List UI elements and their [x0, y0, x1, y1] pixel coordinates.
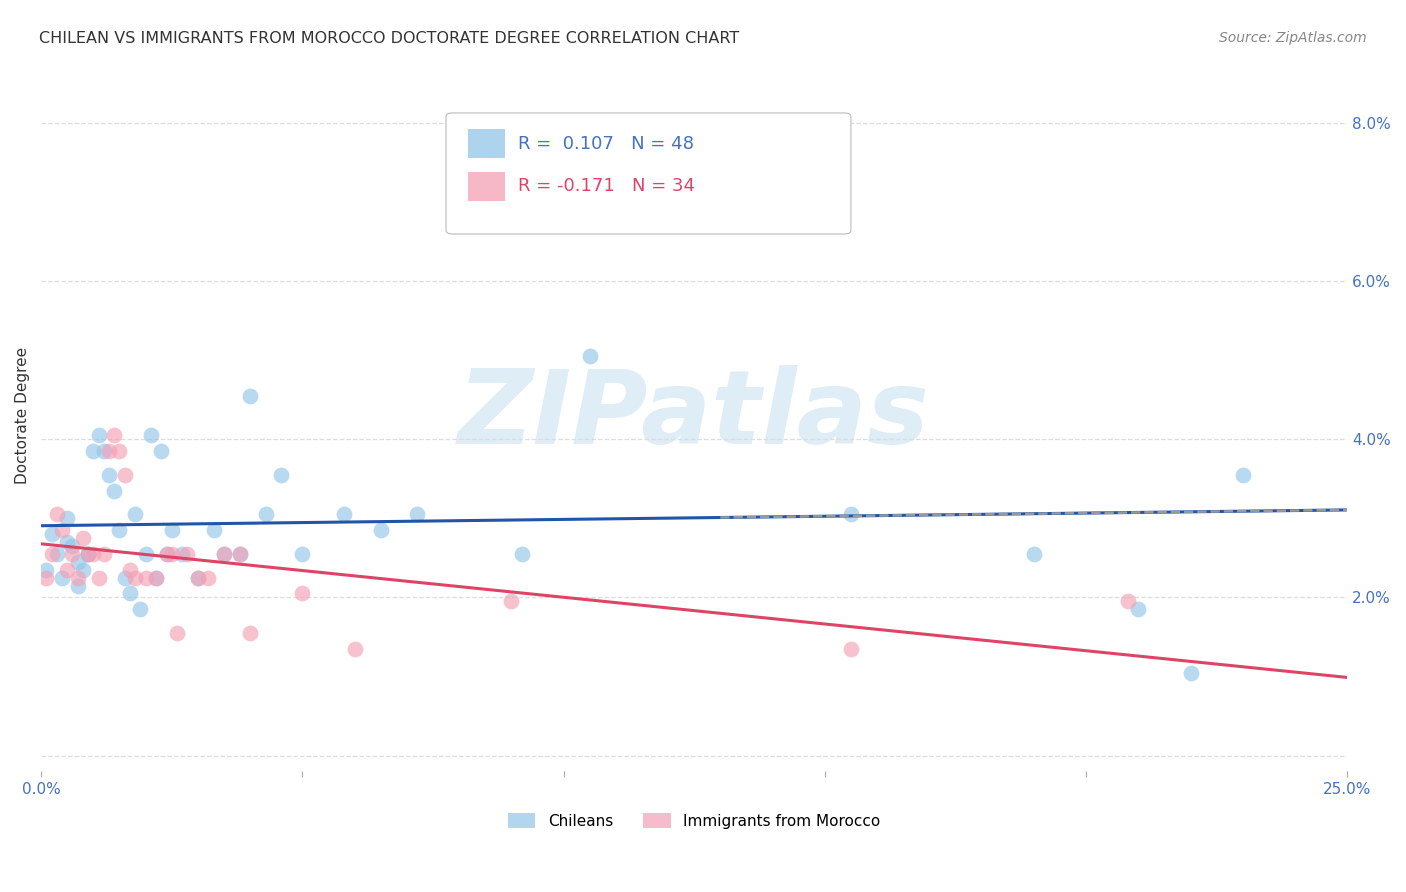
Point [160, 523, 183, 537]
Point [155, 547, 177, 561]
Point [578, 349, 600, 363]
FancyBboxPatch shape [446, 113, 851, 234]
Text: R =  0.107   N = 48: R = 0.107 N = 48 [517, 135, 693, 153]
Point [839, 641, 862, 656]
Point [118, 586, 141, 600]
Point [160, 547, 183, 561]
Point [41, 547, 63, 561]
Point [1180, 665, 1202, 680]
Point [202, 523, 225, 537]
Point [683, 191, 706, 205]
Point [103, 483, 125, 498]
Point [510, 547, 533, 561]
Point [66, 578, 89, 592]
Point [35, 563, 58, 577]
Point [124, 571, 146, 585]
Text: CHILEAN VS IMMIGRANTS FROM MOROCCO DOCTORATE DEGREE CORRELATION CHART: CHILEAN VS IMMIGRANTS FROM MOROCCO DOCTO… [39, 31, 740, 46]
Point [370, 523, 392, 537]
Point [56, 511, 79, 525]
Point [135, 547, 157, 561]
Point [77, 547, 100, 561]
Point [176, 547, 198, 561]
Point [108, 444, 131, 458]
Point [51, 571, 73, 585]
FancyBboxPatch shape [468, 129, 505, 158]
Point [291, 586, 314, 600]
Point [62, 539, 84, 553]
Point [45, 547, 67, 561]
Point [150, 444, 173, 458]
Point [45, 508, 67, 522]
Point [56, 563, 79, 577]
Point [82, 547, 104, 561]
Point [114, 571, 136, 585]
Point [291, 547, 314, 561]
Point [139, 428, 162, 442]
Point [135, 571, 157, 585]
Point [118, 563, 141, 577]
Point [56, 535, 79, 549]
Point [406, 508, 429, 522]
Point [51, 523, 73, 537]
Point [87, 428, 110, 442]
Point [108, 523, 131, 537]
Point [839, 508, 862, 522]
Point [166, 626, 188, 640]
Point [187, 571, 209, 585]
Text: ZIPatlas: ZIPatlas [458, 365, 931, 466]
Point [98, 467, 121, 482]
Point [228, 547, 250, 561]
Point [187, 571, 209, 585]
Legend: Chileans, Immigrants from Morocco: Chileans, Immigrants from Morocco [502, 806, 887, 835]
Point [1232, 467, 1254, 482]
Point [155, 547, 177, 561]
Point [87, 571, 110, 585]
Point [1128, 602, 1150, 616]
Point [343, 641, 366, 656]
Point [114, 467, 136, 482]
Point [129, 602, 152, 616]
Point [145, 571, 167, 585]
Point [103, 428, 125, 442]
Point [145, 571, 167, 585]
Text: Source: ZipAtlas.com: Source: ZipAtlas.com [1219, 31, 1367, 45]
Point [1022, 547, 1045, 561]
Point [66, 571, 89, 585]
Point [212, 547, 235, 561]
Point [66, 555, 89, 569]
Point [197, 571, 219, 585]
Point [41, 527, 63, 541]
Point [239, 389, 262, 403]
Point [172, 547, 194, 561]
Point [333, 508, 356, 522]
Y-axis label: Doctorate Degree: Doctorate Degree [15, 347, 30, 484]
Point [124, 508, 146, 522]
Text: R = -0.171   N = 34: R = -0.171 N = 34 [517, 178, 695, 195]
Point [93, 444, 115, 458]
Point [72, 531, 94, 545]
Point [501, 594, 523, 608]
FancyBboxPatch shape [468, 172, 505, 201]
Point [72, 563, 94, 577]
Point [82, 444, 104, 458]
Point [93, 547, 115, 561]
Point [62, 547, 84, 561]
Point [35, 571, 58, 585]
Point [212, 547, 235, 561]
Point [228, 547, 250, 561]
Point [98, 444, 121, 458]
Point [270, 467, 292, 482]
Point [77, 547, 100, 561]
Point [1116, 594, 1139, 608]
Point [77, 547, 100, 561]
Point [254, 508, 277, 522]
Point [239, 626, 262, 640]
